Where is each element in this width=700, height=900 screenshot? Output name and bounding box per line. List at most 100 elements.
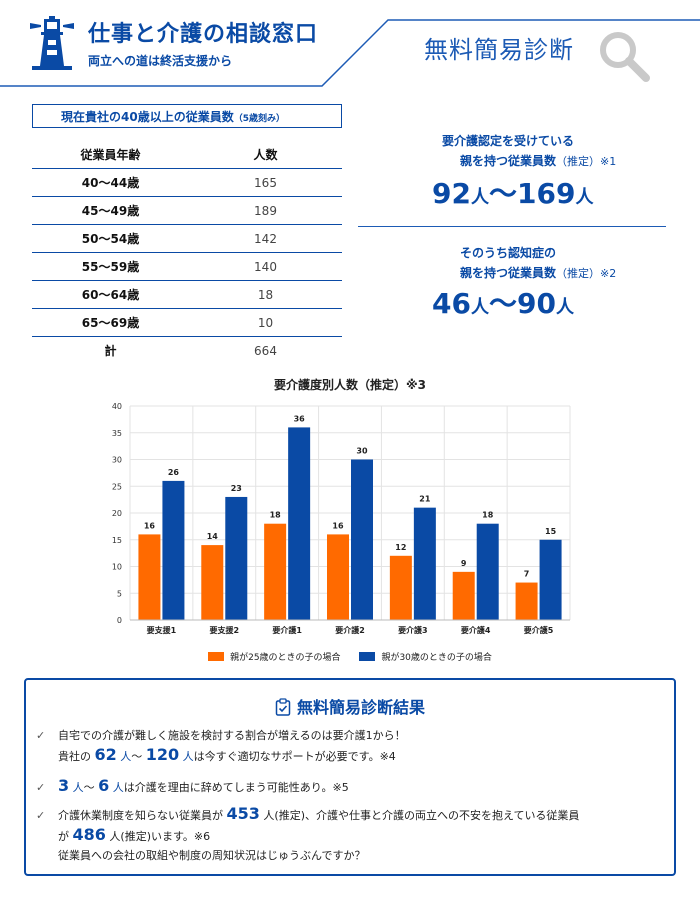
brand-subtitle: 両立への道は終活支援から (88, 54, 233, 68)
result-item-1: ✓ 自宅での介護が難しく施設を検討する割合が増えるのは要介護1から！ 貴社の 62… (36, 726, 406, 766)
table-row: 60～64歳 18 (32, 280, 342, 309)
count-cell: 10 (189, 308, 342, 337)
brand-title: 仕事と介護の相談窓口 (88, 22, 319, 47)
total-label: 計 (104, 344, 117, 358)
bar-series2 (413, 507, 436, 620)
bar-data-label: 16 (144, 521, 156, 530)
legend-label-series1: 親が25歳のときの子の場合 (230, 653, 341, 663)
stat2-unit-b: 人 (555, 297, 574, 318)
stats-divider (358, 226, 666, 227)
result-item-3-line3: 従業員への会社の取組や制度の周知状況はじゅうぶんですか？ (58, 849, 366, 862)
table-total-row: 計 664 (32, 337, 342, 365)
x-tick-label: 要介護4 (461, 625, 491, 635)
count-cell: 140 (189, 252, 342, 281)
result-item-3-line2: が 486 人(推定)います。※6 (36, 825, 664, 846)
stat1-value: 92人～169人 (432, 172, 593, 212)
result-item-1-line1: 自宅での介護が難しく施設を検討する割合が増えるのは要介護1から！ (58, 729, 406, 742)
bar-data-label: 18 (270, 511, 282, 520)
y-tick-label: 0 (117, 616, 122, 625)
bar-data-label: 9 (461, 559, 467, 568)
stat1-footnote: ※1 (600, 155, 617, 168)
y-tick-label: 10 (112, 563, 122, 572)
legend-swatch-blue (359, 652, 376, 661)
clipboard-check-icon (275, 698, 291, 716)
bar-data-label: 23 (231, 484, 242, 493)
result-item-1-to: 120 (145, 745, 180, 764)
x-tick-label: 要介護5 (524, 625, 554, 635)
result-item-2: ✓ 3 人～ 6 人は介護を理由に辞めてしまう可能性あり。※5 (36, 776, 349, 797)
stat1-label-line2: 親を持つ従業員数（推定）※1 (460, 152, 616, 169)
stat1-tilde: ～ (488, 177, 517, 210)
check-icon: ✓ (36, 729, 46, 742)
table-header-row: 従業員年齢 人数 (32, 140, 342, 169)
table-row: 40～44歳 165 (32, 168, 342, 197)
result-item-3-prefix: 介護休業制度を知らない従業員が (58, 809, 223, 822)
bar-data-label: 26 (168, 468, 180, 477)
result-item-3-unit2: 人(推定)います。※6 (109, 830, 211, 843)
result-item-3-unit1: 人(推定)、介護や仕事と介護の両立への不安を抱えている従業員 (263, 809, 580, 822)
bar-series2 (225, 496, 248, 620)
bar-series2 (288, 427, 311, 620)
age-cell: 65～69歳 (32, 308, 189, 337)
bar-series1 (389, 555, 412, 620)
diagnosis-title: 無料簡易診断 (424, 36, 574, 64)
y-tick-label: 15 (112, 536, 122, 545)
result-item-2-tilde: ～ (83, 781, 95, 794)
stat2-estimate-note: （推定） (556, 267, 601, 280)
count-cell: 165 (189, 168, 342, 197)
count-cell: 18 (189, 280, 342, 309)
bar-data-label: 30 (356, 447, 368, 456)
stat2-label-line1: そのうち認知症の (460, 246, 557, 260)
table-caption-text: 現在貴社の40歳以上の従業員数 (61, 110, 234, 124)
table-caption-note: （5歳刻み） (233, 114, 285, 124)
header-frame (0, 19, 700, 87)
stat2-label-text: 親を持つ従業員数 (460, 266, 557, 280)
age-cell: 50～54歳 (32, 224, 189, 253)
result-header: 無料簡易診断結果 (26, 694, 674, 718)
total-value: 664 (254, 343, 277, 358)
bar-series1 (201, 545, 224, 620)
bar-series2 (162, 480, 185, 620)
bar-data-label: 36 (294, 414, 306, 423)
bar-data-label: 7 (524, 570, 530, 579)
y-tick-label: 35 (112, 429, 122, 438)
result-item-3-pre2: が (58, 830, 69, 843)
result-item-2-to: 6 (98, 776, 110, 795)
bar-data-label: 12 (395, 543, 406, 552)
result-item-3-num1: 453 (226, 804, 260, 823)
table-row: 65～69歳 10 (32, 308, 342, 337)
bar-series1 (264, 523, 287, 620)
y-tick-label: 25 (112, 482, 122, 491)
legend-item-series2: 親が30歳のときの子の場合 (359, 650, 492, 663)
x-tick-label: 要支援2 (209, 625, 239, 635)
bar-data-label: 21 (419, 495, 431, 504)
bar-series1 (452, 571, 475, 620)
chart-legend: 親が25歳のときの子の場合 親が30歳のときの子の場合 (0, 650, 700, 664)
result-item-1-unit-b: 人 (182, 750, 194, 763)
result-item-1-suffix: は今すぐ適切なサポートが必要です。※4 (193, 750, 396, 763)
y-tick-label: 20 (112, 509, 122, 518)
table-row: 50～54歳 142 (32, 224, 342, 253)
result-item-1-from: 62 (94, 745, 117, 764)
chart-title: 要介護度別人数（推定）※3 (273, 378, 427, 392)
stat2-to: 90 (516, 287, 556, 320)
check-icon: ✓ (36, 781, 46, 794)
x-tick-label: 要介護1 (272, 625, 302, 635)
y-tick-label: 5 (117, 589, 122, 598)
stat2-value: 46人～90人 (432, 282, 574, 322)
age-cell: 60～64歳 (32, 280, 189, 309)
bar-series1 (327, 534, 349, 620)
legend-label-series2: 親が30歳のときの子の場合 (381, 653, 492, 663)
result-item-1-tilde: ～ (131, 750, 143, 763)
result-item-3-num2: 486 (72, 825, 106, 844)
result-item-2-unit-b: 人 (112, 781, 124, 794)
stat1-label-line1: 要介護認定を受けている (442, 134, 575, 148)
employee-age-table: 従業員年齢 人数 40～44歳 165 45～49歳 189 50～54歳 142 5… (32, 140, 342, 364)
y-tick-label: 30 (112, 456, 122, 465)
bar-series1 (515, 582, 538, 620)
magnifier-icon (600, 32, 650, 82)
stat1-to: 169 (516, 177, 576, 210)
stat1-estimate-note: （推定） (556, 155, 601, 168)
stat2-from: 46 (432, 287, 471, 320)
result-item-1-line2: 貴社の 62 人～ 120 人は今すぐ適切なサポートが必要です。※4 (36, 745, 406, 766)
